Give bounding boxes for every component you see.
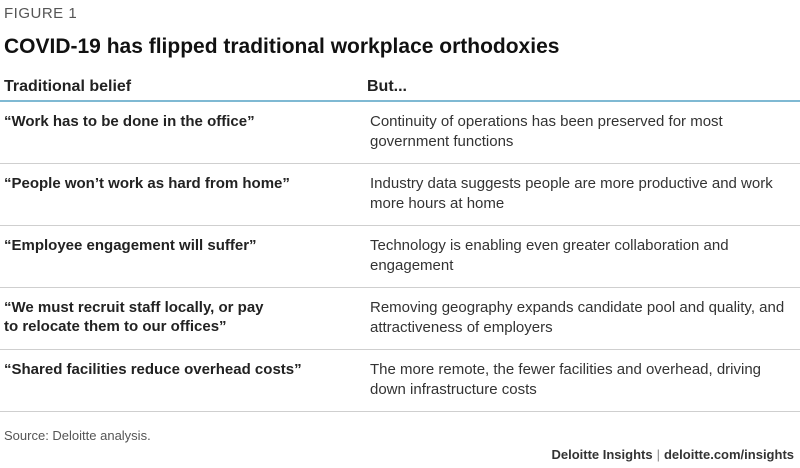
row-divider xyxy=(0,411,800,412)
column-header-but: But... xyxy=(367,78,407,95)
source-note: Source: Deloitte analysis. xyxy=(4,428,151,443)
row-divider xyxy=(0,349,800,350)
credit-separator: | xyxy=(656,447,660,462)
traditional-belief-cell: “Shared facilities reduce overhead costs… xyxy=(4,361,302,378)
but-cell: Continuity of operations has been preser… xyxy=(370,113,723,150)
traditional-belief-cell: “People won’t work as hard from home” xyxy=(4,175,290,192)
traditional-belief-cell: “We must recruit staff locally, or pay t… xyxy=(4,299,264,335)
credit-brand: Deloitte Insights xyxy=(551,447,653,462)
but-cell: Removing geography expands candidate poo… xyxy=(370,299,785,336)
table-row: “Employee engagement will suffer” Techno… xyxy=(0,226,800,288)
row-divider xyxy=(0,163,800,164)
figure-title: COVID-19 has flipped traditional workpla… xyxy=(4,35,560,58)
credit-link[interactable]: deloitte.com/insights xyxy=(663,447,794,462)
figure-label: FIGURE 1 xyxy=(4,5,78,22)
but-cell: Technology is enabling even greater coll… xyxy=(370,237,729,274)
row-divider xyxy=(0,225,800,226)
row-divider xyxy=(0,287,800,288)
table-row: “Work has to be done in the office” Cont… xyxy=(0,102,800,164)
column-header-traditional-belief: Traditional belief xyxy=(4,78,132,95)
traditional-belief-cell: “Work has to be done in the office” xyxy=(4,113,255,130)
header-divider xyxy=(0,100,800,102)
but-cell: Industry data suggests people are more p… xyxy=(370,175,773,212)
credit-line: Deloitte Insights | deloitte.com/insights xyxy=(551,447,794,462)
table-row: “People won’t work as hard from home” In… xyxy=(0,164,800,226)
table-row: “Shared facilities reduce overhead costs… xyxy=(0,350,800,412)
traditional-belief-cell: “Employee engagement will suffer” xyxy=(4,237,257,254)
table-row: “We must recruit staff locally, or pay t… xyxy=(0,288,800,350)
but-cell: The more remote, the fewer facilities an… xyxy=(370,361,762,398)
